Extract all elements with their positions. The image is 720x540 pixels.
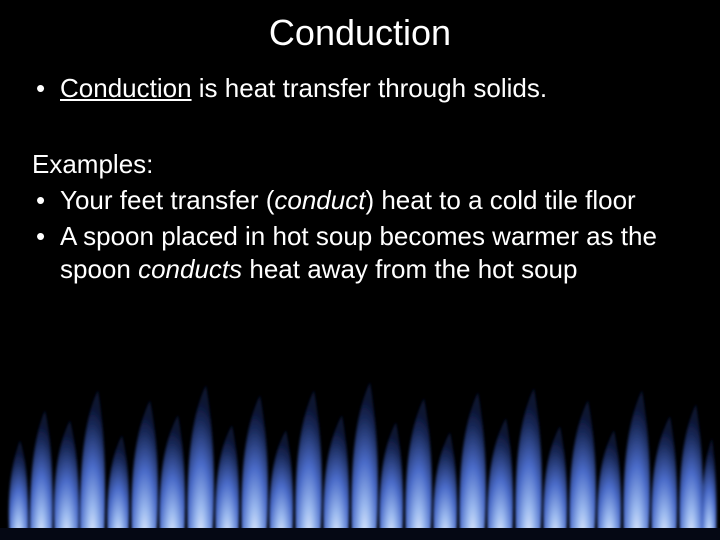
example-em: conducts [138, 254, 242, 284]
flames-decoration [0, 360, 720, 540]
example-post: heat away from the hot soup [242, 254, 577, 284]
example-bullet: • Your feet transfer (conduct) heat to a… [32, 184, 688, 217]
definition-block: • Conduction is heat transfer through so… [32, 72, 688, 105]
examples-label: Examples: [32, 149, 688, 180]
slide-container: Conduction • Conduction is heat transfer… [0, 0, 720, 540]
example-pre: Your feet transfer ( [60, 185, 274, 215]
example-text: Your feet transfer (conduct) heat to a c… [60, 184, 688, 217]
example-em: conduct [274, 185, 365, 215]
example-text: A spoon placed in hot soup becomes warme… [60, 220, 688, 285]
bullet-dot: • [32, 184, 60, 217]
slide-title: Conduction [32, 12, 688, 54]
definition-term: Conduction [60, 73, 192, 103]
definition-text: Conduction is heat transfer through soli… [60, 72, 688, 105]
definition-rest: is heat transfer through solids. [192, 73, 548, 103]
example-post: ) heat to a cold tile floor [365, 185, 635, 215]
definition-bullet: • Conduction is heat transfer through so… [32, 72, 688, 105]
examples-block: • Your feet transfer (conduct) heat to a… [32, 184, 688, 286]
bullet-dot: • [32, 220, 60, 285]
bullet-dot: • [32, 72, 60, 105]
example-bullet: • A spoon placed in hot soup becomes war… [32, 220, 688, 285]
